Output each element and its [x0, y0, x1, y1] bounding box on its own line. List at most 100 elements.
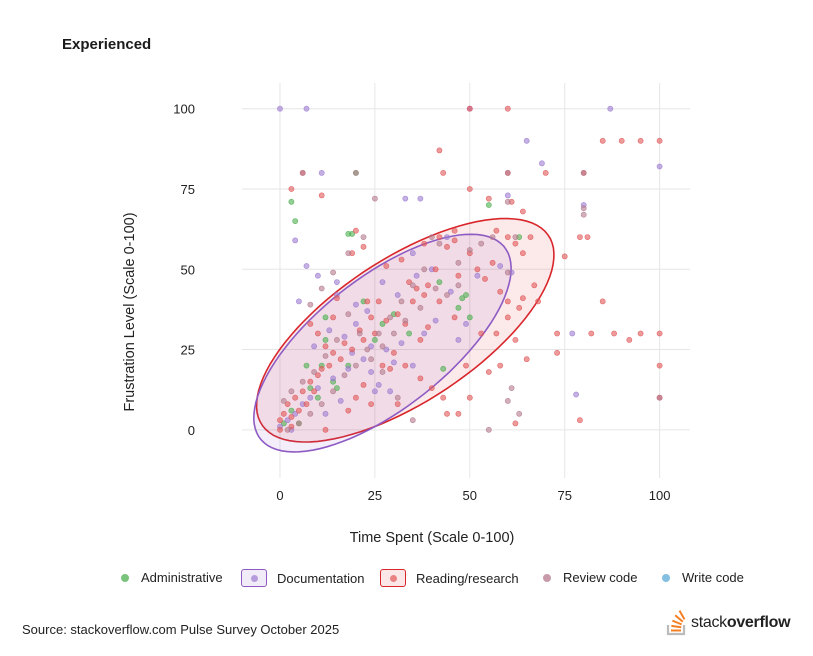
point-reading-research-45 — [409, 298, 416, 305]
point-reading-research-47 — [383, 317, 390, 324]
point-reading-research-77 — [413, 285, 420, 292]
point-reading-research-26 — [599, 298, 606, 305]
point-review-code-20 — [307, 410, 314, 417]
point-documentation-52 — [432, 317, 439, 324]
x-tick-label-100: 100 — [649, 488, 671, 503]
point-review-code-54 — [417, 304, 424, 311]
point-review-code-17 — [341, 372, 348, 379]
point-administrative-26 — [307, 385, 314, 391]
point-reading-research-24 — [656, 330, 663, 337]
point-reading-research-58 — [280, 410, 287, 417]
x-tick-label-0: 0 — [276, 488, 283, 503]
point-reading-research-89 — [387, 365, 393, 372]
legend-item-reading-research[interactable]: Reading/research — [380, 569, 519, 587]
point-documentation-37 — [375, 381, 382, 388]
point-reading-research-25 — [656, 362, 663, 369]
point-documentation-31 — [284, 417, 291, 424]
point-documentation-1 — [303, 105, 310, 112]
point-review-code-35 — [444, 292, 450, 298]
point-review-code-0 — [299, 169, 306, 176]
point-reading-research-57 — [284, 401, 291, 407]
legend-item-administrative[interactable]: Administrative — [121, 570, 223, 585]
point-review-code-38 — [409, 417, 416, 424]
grid-layer — [242, 83, 690, 478]
point-documentation-40 — [341, 333, 348, 340]
point-documentation-56 — [573, 391, 579, 398]
point-reading-research-108 — [307, 320, 314, 327]
point-documentation-36 — [387, 388, 393, 395]
point-reading-research-17 — [520, 208, 526, 215]
stackoverflow-logo[interactable]: stackoverflow — [666, 610, 791, 636]
point-reading-research-93 — [440, 394, 447, 401]
y-tick-label-50: 50 — [181, 262, 195, 277]
point-reading-research-125 — [421, 240, 428, 247]
point-reading-research-118 — [360, 381, 367, 388]
point-documentation-61 — [333, 279, 340, 285]
legend-item-documentation[interactable]: Documentation — [241, 569, 364, 587]
point-documentation-14 — [364, 308, 371, 314]
point-review-code-15 — [364, 346, 371, 353]
point-review-code-30 — [504, 397, 511, 404]
point-administrative-29 — [466, 314, 473, 321]
point-reading-research-29 — [554, 349, 560, 356]
y-tick-label-75: 75 — [181, 182, 195, 197]
point-reading-research-12 — [318, 192, 325, 199]
point-documentation-3 — [607, 105, 614, 112]
point-administrative-4 — [459, 295, 466, 302]
point-review-code-23 — [504, 169, 511, 176]
point-review-code-52 — [455, 259, 462, 266]
point-reading-research-74 — [482, 275, 488, 282]
point-documentation-11 — [295, 298, 302, 305]
point-reading-research-109 — [314, 330, 321, 337]
point-reading-research-71 — [512, 240, 519, 247]
point-administrative-13 — [314, 394, 321, 401]
point-documentation-10 — [314, 272, 321, 279]
point-reading-research-115 — [417, 336, 424, 343]
source-note: Source: stackoverflow.com Pulse Survey O… — [22, 622, 340, 637]
point-documentation-44 — [447, 288, 454, 295]
point-documentation-34 — [569, 330, 576, 337]
legend-swatch-documentation-dot — [251, 575, 258, 582]
point-reading-research-92 — [428, 385, 435, 391]
point-reading-research-18 — [561, 253, 568, 260]
point-documentation-48 — [390, 359, 397, 366]
x-tick-label-25: 25 — [368, 488, 382, 503]
point-reading-research-55 — [299, 388, 306, 395]
point-reading-research-72 — [520, 250, 526, 257]
point-review-code-49 — [489, 234, 496, 240]
point-reading-research-35 — [466, 394, 473, 401]
point-review-code-29 — [508, 385, 515, 391]
point-reading-research-43 — [436, 298, 443, 305]
point-documentation-28 — [307, 394, 314, 401]
point-reading-research-101 — [436, 234, 443, 240]
point-administrative-22 — [379, 320, 386, 327]
legend-item-review-code[interactable]: Review code — [543, 570, 637, 585]
point-reading-research-59 — [277, 417, 283, 424]
legend-swatch-review-code — [543, 573, 551, 582]
point-review-code-7 — [307, 301, 314, 308]
point-documentation-55 — [371, 388, 378, 395]
point-documentation-45 — [474, 272, 481, 279]
point-review-code-22 — [284, 426, 291, 433]
point-review-code-1 — [352, 169, 359, 176]
legend-label-reading-research: Reading/research — [416, 570, 519, 586]
point-documentation-46 — [497, 263, 504, 269]
point-reading-research-11 — [288, 186, 295, 192]
point-documentation-9 — [303, 263, 310, 269]
point-documentation-24 — [360, 356, 367, 363]
point-review-code-32 — [485, 426, 492, 433]
point-reading-research-62 — [360, 243, 367, 250]
point-reading-research-60 — [322, 426, 329, 433]
logo-wordmark-suffix: overflow — [726, 614, 791, 631]
point-review-code-40 — [368, 356, 374, 363]
legend-item-write-code[interactable]: Write code — [662, 570, 744, 585]
point-review-code-6 — [318, 285, 325, 292]
point-documentation-59 — [417, 195, 424, 202]
point-review-code-14 — [375, 330, 382, 337]
point-documentation-26 — [330, 375, 336, 382]
point-reading-research-116 — [352, 394, 359, 401]
point-review-code-3 — [360, 234, 367, 240]
point-reading-research-67 — [455, 272, 462, 279]
point-administrative-6 — [455, 304, 462, 311]
